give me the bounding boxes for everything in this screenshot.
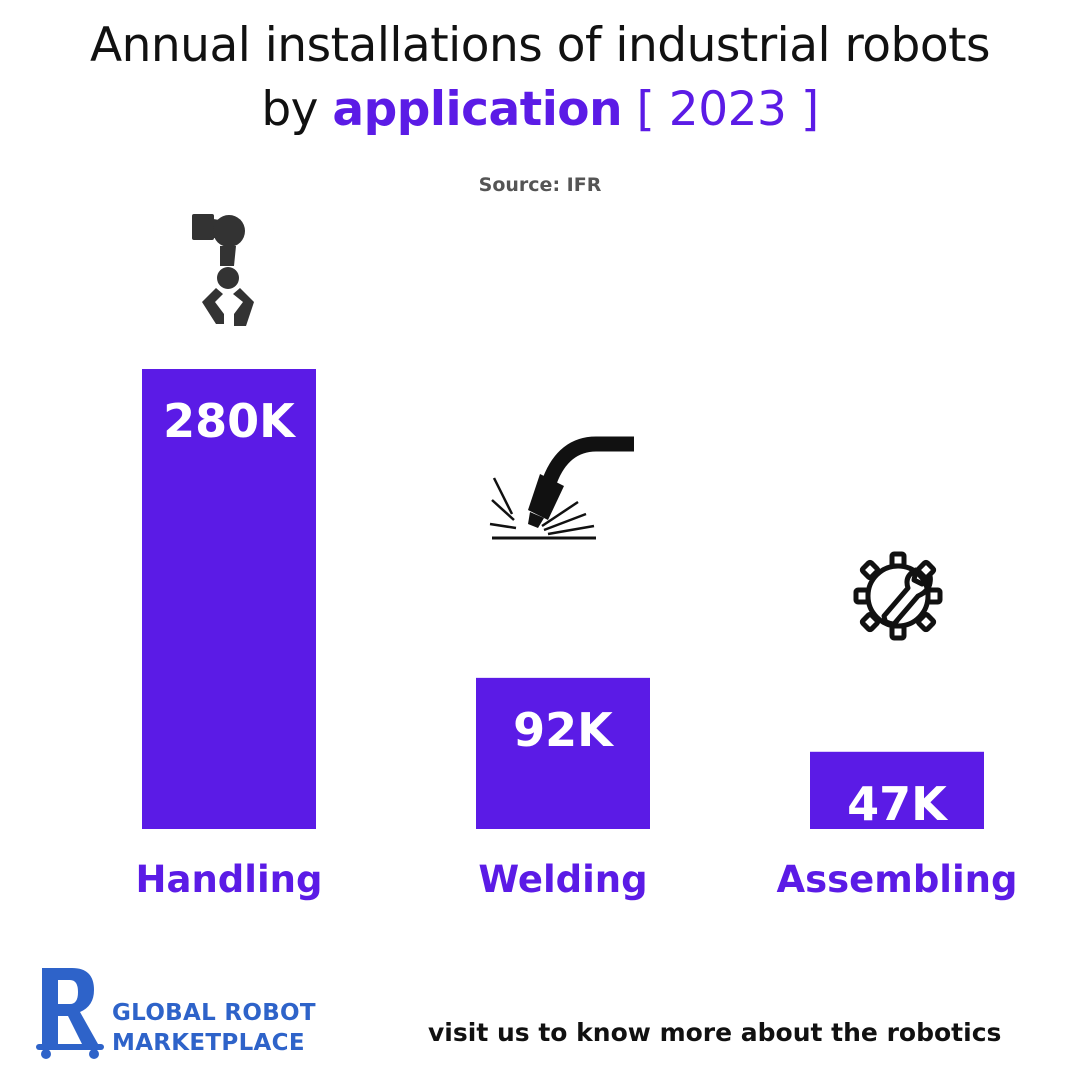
bar-assembling [810,751,984,829]
chart-title: Annual installations of industrial robot… [0,14,1080,142]
brand-line-2: MARKETPLACE [112,1030,305,1056]
bar-chart: 280K Handling 92K Welding 47K Assembling [136,369,1018,901]
title-line-1: Annual installations of industrial robot… [89,18,991,73]
category-label-welding: Welding [478,858,647,901]
title-by: by [261,82,318,137]
robotic-arm-gripper-icon [192,214,254,326]
title-year: [ 2023 ] [636,82,820,137]
value-label-assembling: 47K [847,777,949,831]
category-label-assembling: Assembling [776,858,1017,901]
chart-source: Source: IFR [478,174,602,196]
category-label-handling: Handling [136,858,323,901]
welding-torch-icon [489,436,634,540]
brand-line-1: GLOBAL ROBOT [112,1000,316,1026]
value-label-handling: 280K [163,394,297,448]
bar-welding [476,677,650,829]
title-line-2: by application [ 2023 ] [0,78,1080,142]
brand-name: GLOBAL ROBOT MARKETPLACE [112,998,316,1058]
value-label-welding: 92K [513,703,615,757]
gear-wrench-icon [853,551,943,641]
title-accent: application [332,82,623,137]
robot-marketplace-logo-icon [36,968,104,1059]
bar-handling [142,369,316,829]
call-to-action-text: visit us to know more about the robotics [428,1018,1002,1047]
